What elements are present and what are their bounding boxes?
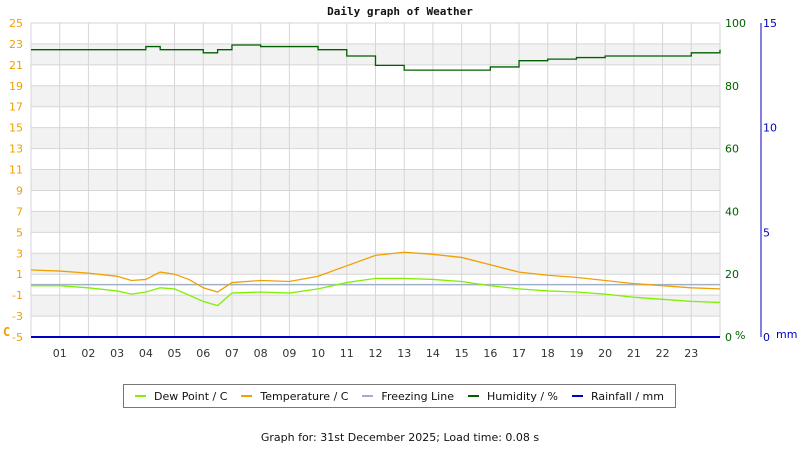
graph-info-footer: Graph for: 31st December 2025; Load time…: [260, 431, 540, 444]
svg-text:19: 19: [9, 80, 23, 93]
svg-text:03: 03: [110, 347, 124, 360]
svg-text:18: 18: [541, 347, 555, 360]
svg-text:08: 08: [254, 347, 268, 360]
svg-text:mm: mm: [776, 328, 797, 341]
svg-text:0: 0: [763, 331, 770, 344]
svg-text:15: 15: [763, 17, 777, 30]
svg-text:7: 7: [16, 205, 23, 218]
svg-text:23: 23: [9, 38, 23, 51]
legend-label: Humidity / %: [486, 389, 558, 403]
legend-item-temperature: Temperature / C: [241, 390, 348, 403]
svg-text:09: 09: [282, 347, 296, 360]
svg-text:100: 100: [725, 17, 746, 30]
svg-text:80: 80: [725, 80, 739, 93]
legend-label: Temperature / C: [260, 389, 349, 403]
svg-text:17: 17: [9, 101, 23, 114]
legend-item-humidity: Humidity / %: [467, 389, 558, 403]
legend-item-rainfall: Rainfall / mm: [571, 389, 664, 403]
humidity-swatch: [467, 395, 479, 397]
svg-text:07: 07: [225, 347, 239, 360]
svg-text:23: 23: [684, 347, 698, 360]
svg-text:20: 20: [598, 347, 612, 360]
svg-text:1: 1: [16, 268, 23, 281]
rainfall-swatch: [571, 395, 583, 397]
temperature-swatch: [241, 395, 253, 397]
svg-text:14: 14: [426, 347, 440, 360]
legend-item-freezing-line: Freezing Line: [362, 390, 454, 403]
svg-text:04: 04: [139, 347, 153, 360]
svg-text:13: 13: [397, 347, 411, 360]
temperature-axis: 25 23 21 19 17 15 13 11 9 7 5 3 1 -1 -3 -5C: [3, 17, 23, 344]
svg-text:%: %: [735, 329, 745, 342]
rainfall-axis: 15 10 5 0 mm: [760, 17, 797, 344]
svg-text:11: 11: [340, 347, 354, 360]
svg-text:-1: -1: [12, 289, 23, 302]
svg-text:15: 15: [9, 122, 23, 135]
legend-label: Dew Point / C: [153, 389, 228, 403]
svg-text:15: 15: [455, 347, 469, 360]
dew-point-swatch: [134, 395, 146, 397]
svg-text:21: 21: [627, 347, 641, 360]
hour-axis: 01 02 03 04 05 06 07 08 09 10 11 12 13 14 15 16 17 18 19 20…: [53, 347, 699, 360]
svg-text:60: 60: [725, 143, 739, 156]
svg-text:21: 21: [9, 59, 23, 72]
svg-text:22: 22: [656, 347, 670, 360]
data-series: [30, 44, 721, 338]
svg-text:11: 11: [9, 164, 23, 177]
svg-text:13: 13: [9, 143, 23, 156]
legend-label: Freezing Line: [381, 389, 454, 403]
svg-text:17: 17: [512, 347, 526, 360]
svg-text:5: 5: [16, 226, 23, 239]
svg-text:-5: -5: [12, 331, 23, 344]
svg-text:20: 20: [725, 268, 739, 281]
svg-text:12: 12: [369, 347, 383, 360]
dew-point-c-line: [31, 277, 721, 307]
temperature-c-line: [30, 251, 721, 293]
chart-legend: Dew Point / C Temperature / C Freezing L…: [123, 384, 676, 408]
svg-text:06: 06: [196, 347, 210, 360]
svg-text:01: 01: [53, 347, 67, 360]
humidity-axis: 100 80 60 40 20 0%: [725, 17, 746, 344]
svg-text:05: 05: [168, 347, 182, 360]
svg-text:3: 3: [16, 247, 23, 260]
legend-item-dew-point: Dew Point / C: [134, 389, 228, 403]
svg-text:10: 10: [763, 122, 777, 135]
svg-text:16: 16: [483, 347, 497, 360]
svg-text:C: C: [3, 325, 10, 339]
chart-title: Daily graph of Weather: [327, 5, 473, 18]
svg-text:25: 25: [9, 17, 23, 30]
svg-text:9: 9: [16, 184, 23, 197]
legend-label: Rainfall / mm: [590, 389, 664, 403]
svg-text:10: 10: [311, 347, 325, 360]
svg-text:40: 40: [725, 205, 739, 218]
svg-text:19: 19: [569, 347, 583, 360]
freezing-line-swatch: [362, 395, 374, 397]
svg-text:0: 0: [725, 331, 732, 344]
humidity-line: [31, 44, 721, 71]
svg-text:-3: -3: [12, 310, 23, 323]
svg-text:02: 02: [81, 347, 95, 360]
svg-text:5: 5: [763, 226, 770, 239]
